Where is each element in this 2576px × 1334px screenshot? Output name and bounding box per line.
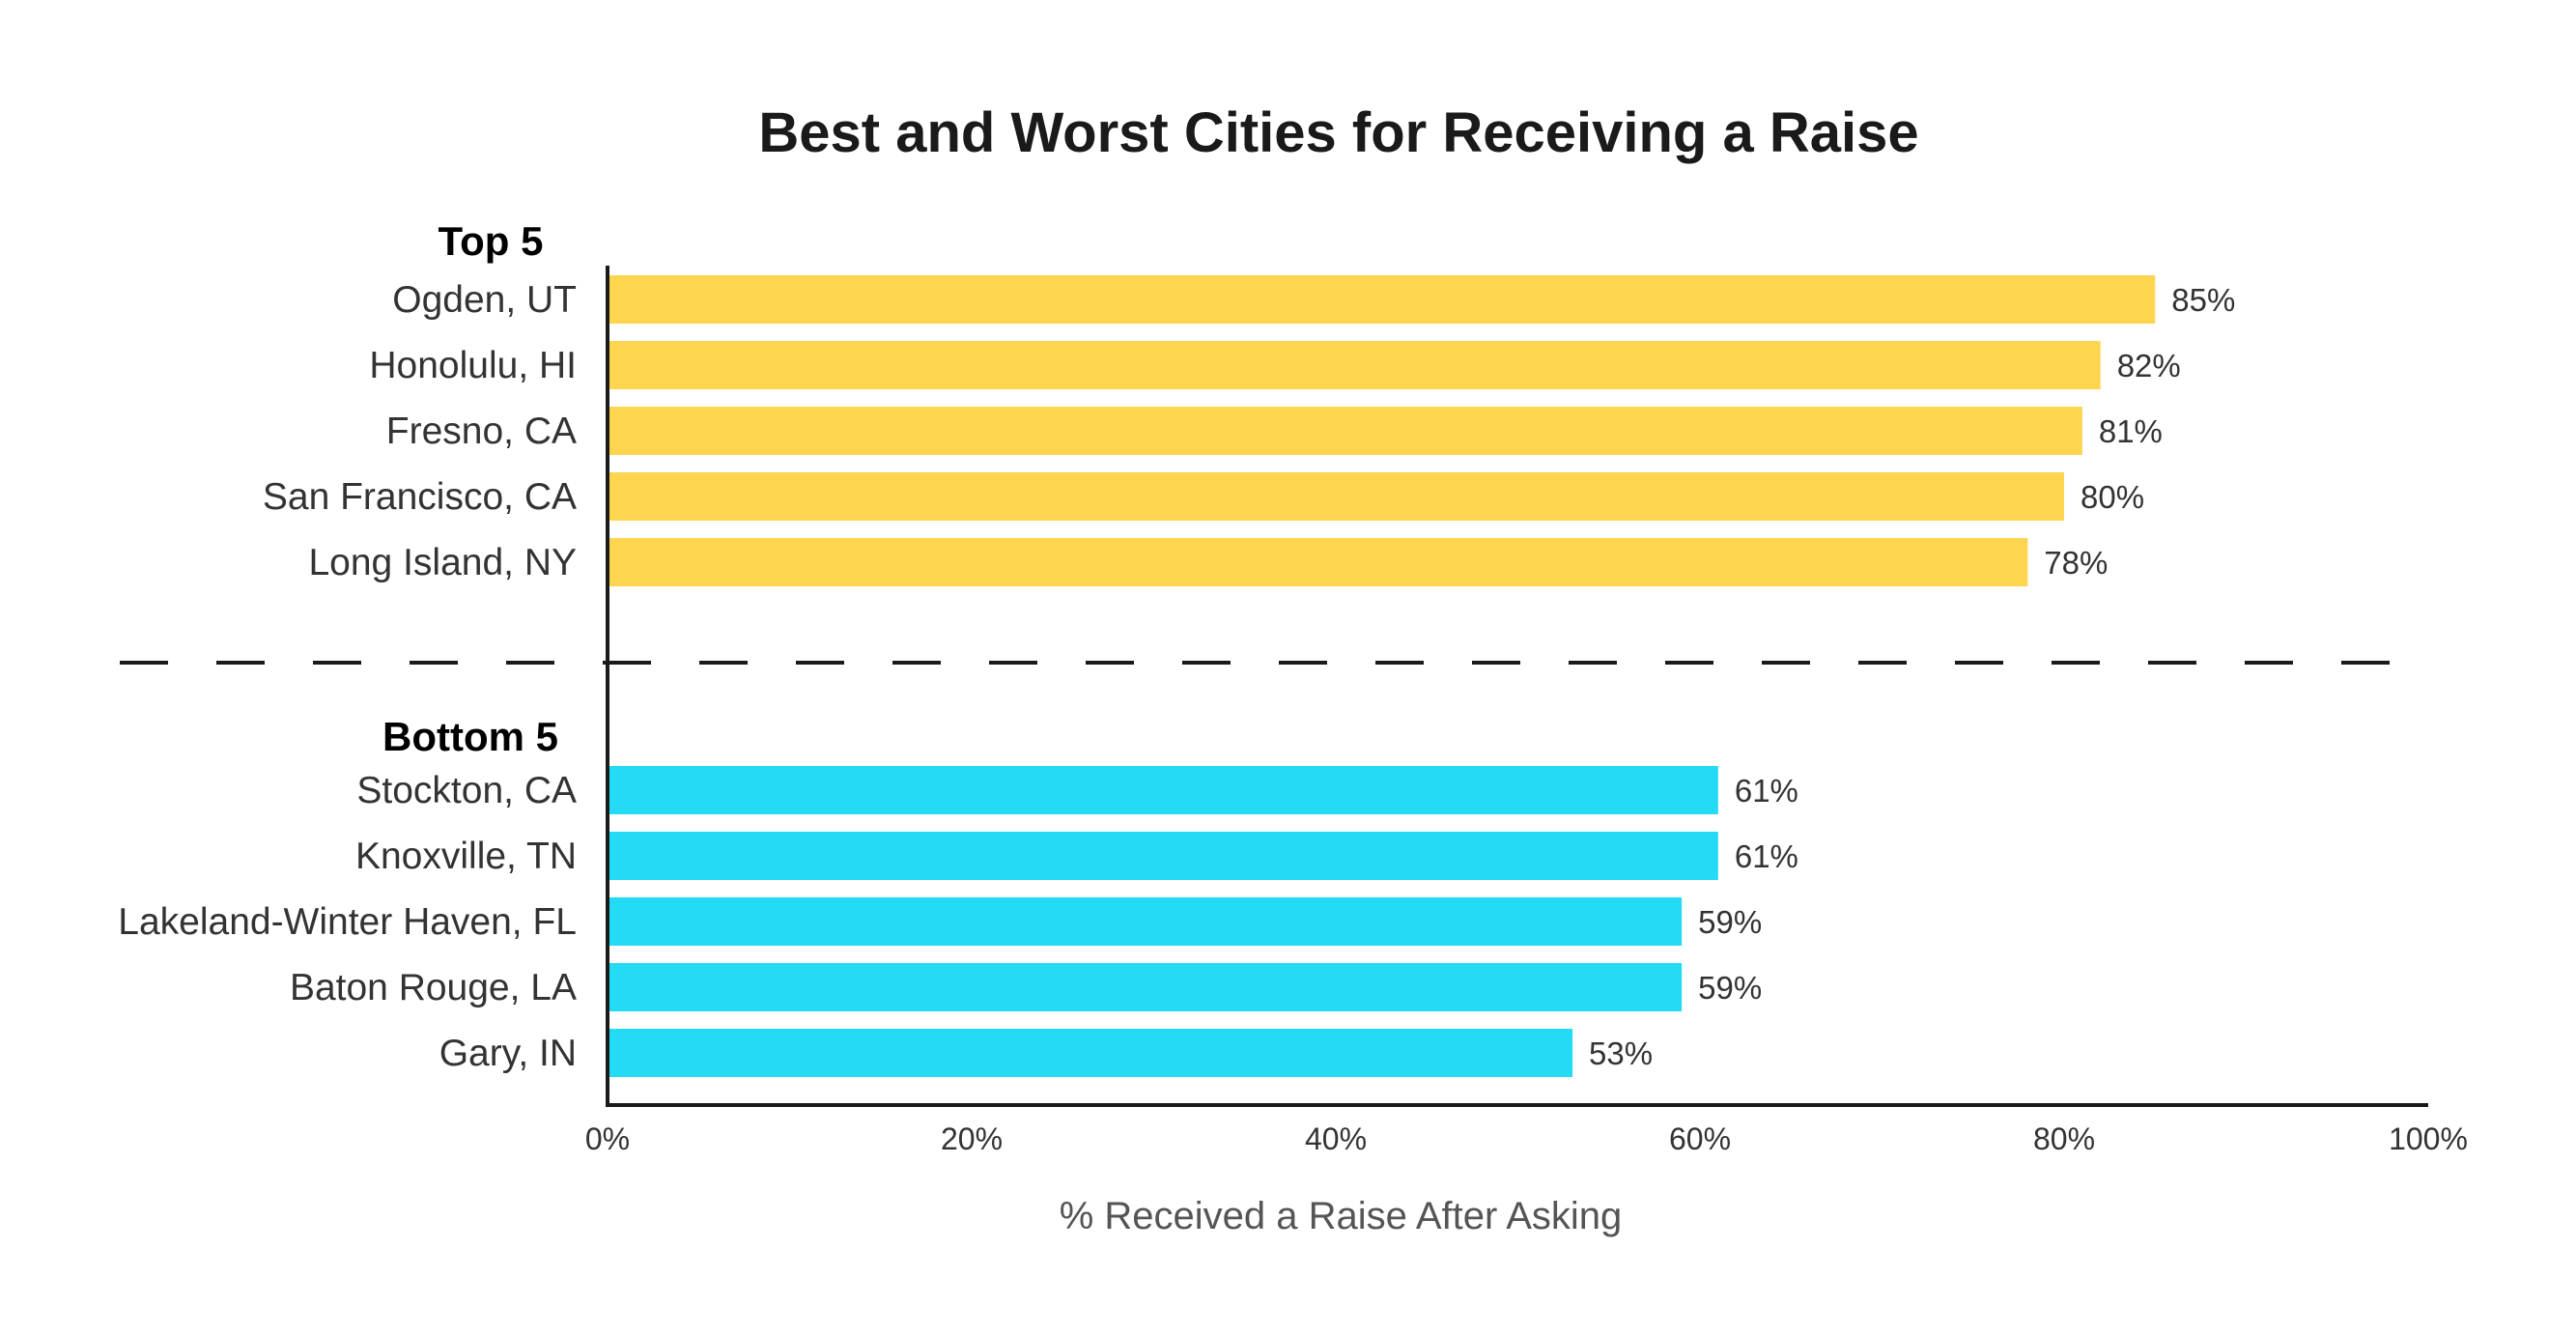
- x-tick-label: 20%: [941, 1121, 1003, 1156]
- data-label: 59%: [1698, 904, 1762, 940]
- data-label: 80%: [2081, 479, 2144, 515]
- data-label: 61%: [1735, 773, 1798, 809]
- group-label-top: Top 5: [439, 218, 544, 264]
- x-tick-label: 0%: [585, 1121, 630, 1156]
- bar: [608, 407, 2082, 455]
- category-label: Honolulu, HI: [369, 345, 577, 386]
- category-label: Fresno, CA: [386, 411, 577, 452]
- bar: [608, 832, 1718, 880]
- bar: [608, 1029, 1573, 1077]
- bar: [608, 275, 2156, 324]
- category-label: Baton Rouge, LA: [290, 967, 577, 1008]
- bar: [608, 963, 1683, 1011]
- data-label: 53%: [1589, 1036, 1653, 1071]
- data-label: 78%: [2044, 545, 2108, 581]
- group-label-bottom: Bottom 5: [382, 714, 558, 759]
- x-tick-label: 60%: [1669, 1121, 1731, 1156]
- category-label: Lakeland-Winter Haven, FL: [118, 901, 577, 943]
- category-label: Long Island, NY: [308, 542, 577, 583]
- data-label: 61%: [1735, 838, 1798, 874]
- bar: [608, 538, 2028, 586]
- category-label: Stockton, CA: [356, 770, 577, 811]
- x-tick-label: 40%: [1305, 1121, 1367, 1156]
- bar: [608, 341, 2101, 389]
- category-label: Gary, IN: [439, 1033, 577, 1074]
- category-label: San Francisco, CA: [263, 476, 577, 518]
- data-label: 85%: [2171, 282, 2235, 318]
- data-label: 81%: [2099, 413, 2163, 449]
- x-tick-label: 100%: [2389, 1121, 2468, 1156]
- category-label: Knoxville, TN: [355, 836, 577, 877]
- bar: [608, 766, 1718, 814]
- bar: [608, 472, 2064, 521]
- chart-title: Best and Worst Cities for Receiving a Ra…: [758, 101, 1918, 164]
- data-label: 82%: [2117, 348, 2181, 383]
- x-axis-title: % Received a Raise After Asking: [1060, 1195, 1623, 1237]
- data-label: 59%: [1698, 970, 1762, 1006]
- bar: [608, 897, 1683, 946]
- x-tick-label: 80%: [2033, 1121, 2095, 1156]
- category-label: Ogden, UT: [392, 279, 577, 321]
